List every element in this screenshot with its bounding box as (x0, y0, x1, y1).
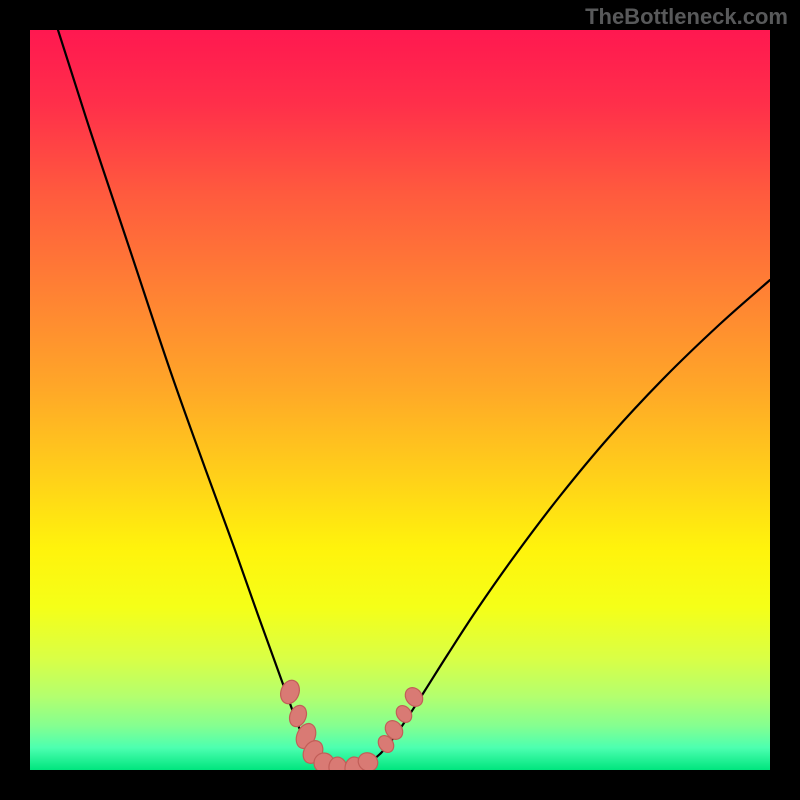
watermark-text: TheBottleneck.com (585, 4, 788, 30)
plot-area (30, 30, 770, 770)
gradient-background (30, 30, 770, 770)
bottleneck-chart (30, 30, 770, 770)
chart-frame: TheBottleneck.com (0, 0, 800, 800)
